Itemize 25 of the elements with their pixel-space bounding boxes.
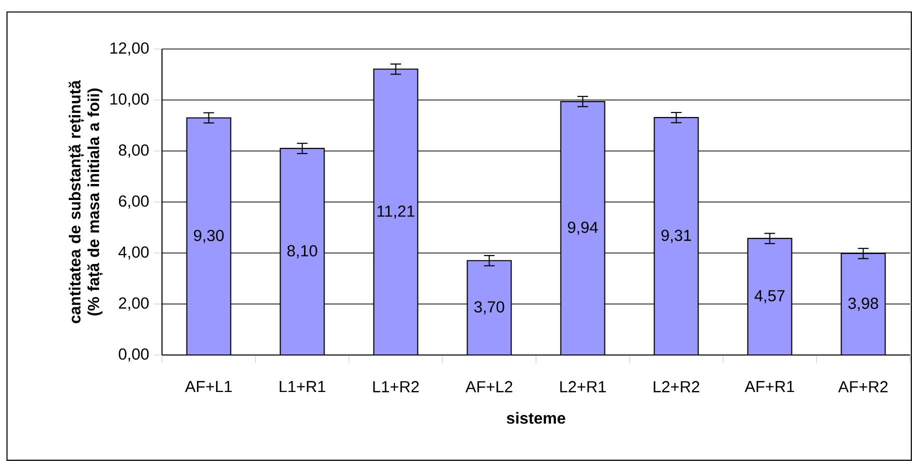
y-tick-label: 4,00 <box>118 246 149 260</box>
data-label: 4,57 <box>754 290 785 304</box>
x-axis-title: sisteme <box>506 412 566 424</box>
x-tick-label: AF+L2 <box>465 381 512 392</box>
data-label: 9,31 <box>661 230 692 243</box>
x-tick-label: AF+R1 <box>744 381 794 392</box>
x-tick-label: L2+R2 <box>654 381 700 392</box>
y-axis-title: cantitatea de substanță reținută (% față de masa initiala a foii) <box>68 80 103 324</box>
data-label: 3,70 <box>474 301 504 314</box>
data-label: 8,10 <box>287 245 318 258</box>
x-tick-label: AF+L1 <box>184 381 232 392</box>
y-tick-label: 10,00 <box>110 93 149 107</box>
y-tick-label: 6,00 <box>118 195 149 209</box>
y-tick-label: 12,00 <box>110 42 149 56</box>
data-label: 9,30 <box>194 230 224 244</box>
x-tick-label: AF+R2 <box>838 381 888 392</box>
data-label: 11,21 <box>378 205 414 219</box>
x-tick-label: L2+R1 <box>560 381 606 392</box>
data-label: 9,94 <box>568 222 598 235</box>
y-tick-label: 0,00 <box>118 348 149 362</box>
x-tick-label: L1+R1 <box>280 381 326 392</box>
x-tick-label: L1+R2 <box>373 381 419 392</box>
y-tick-label: 8,00 <box>118 144 149 158</box>
y-tick-label: 2,00 <box>118 297 149 311</box>
data-label: 3,98 <box>848 298 878 311</box>
